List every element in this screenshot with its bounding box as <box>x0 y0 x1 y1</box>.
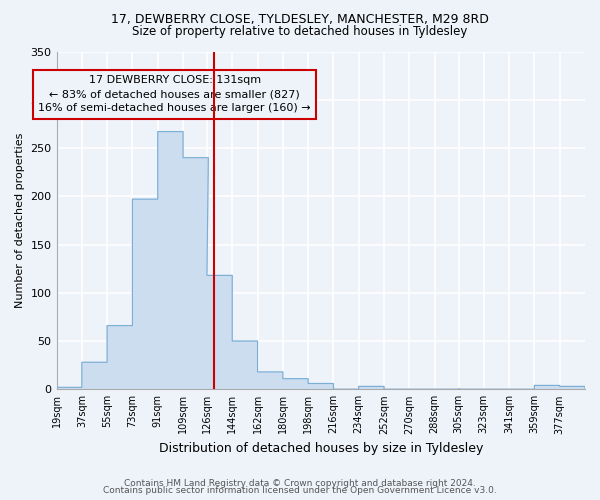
Y-axis label: Number of detached properties: Number of detached properties <box>15 132 25 308</box>
Text: Contains public sector information licensed under the Open Government Licence v3: Contains public sector information licen… <box>103 486 497 495</box>
Text: 17 DEWBERRY CLOSE: 131sqm
← 83% of detached houses are smaller (827)
16% of semi: 17 DEWBERRY CLOSE: 131sqm ← 83% of detac… <box>38 75 311 113</box>
X-axis label: Distribution of detached houses by size in Tyldesley: Distribution of detached houses by size … <box>158 442 483 455</box>
Text: 17, DEWBERRY CLOSE, TYLDESLEY, MANCHESTER, M29 8RD: 17, DEWBERRY CLOSE, TYLDESLEY, MANCHESTE… <box>111 12 489 26</box>
Text: Contains HM Land Registry data © Crown copyright and database right 2024.: Contains HM Land Registry data © Crown c… <box>124 478 476 488</box>
Text: Size of property relative to detached houses in Tyldesley: Size of property relative to detached ho… <box>133 25 467 38</box>
Polygon shape <box>56 132 585 390</box>
